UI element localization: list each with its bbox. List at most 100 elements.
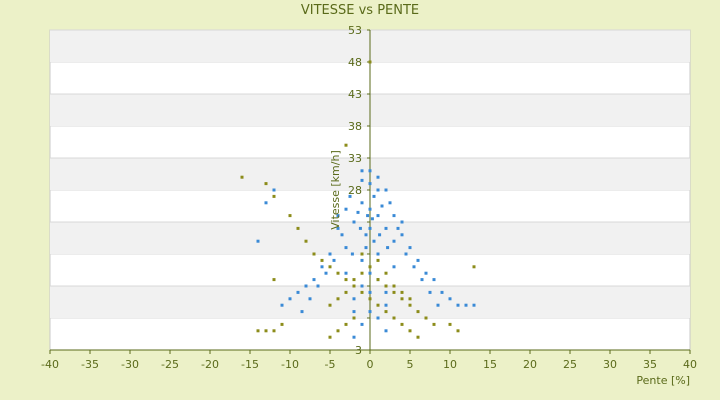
- data-point: [280, 303, 284, 307]
- data-point: [356, 210, 360, 214]
- data-point: [360, 169, 364, 173]
- data-point: [360, 290, 364, 294]
- y-tick-label: 48: [348, 56, 362, 69]
- data-point: [368, 182, 372, 186]
- data-point: [288, 214, 292, 218]
- data-point: [280, 322, 284, 326]
- data-point: [328, 303, 332, 307]
- data-point: [464, 303, 468, 307]
- data-point: [392, 316, 396, 320]
- data-point: [384, 284, 388, 288]
- data-point: [384, 310, 388, 314]
- data-point: [456, 303, 460, 307]
- data-point: [384, 188, 388, 192]
- data-point: [348, 194, 352, 198]
- data-point: [392, 290, 396, 294]
- data-point: [360, 271, 364, 275]
- data-point: [368, 60, 372, 64]
- data-point: [416, 258, 420, 262]
- data-point: [424, 316, 428, 320]
- data-point: [336, 226, 340, 230]
- data-point: [368, 310, 372, 314]
- data-point: [368, 226, 372, 230]
- data-point: [360, 284, 364, 288]
- data-point: [376, 252, 380, 256]
- data-point: [432, 322, 436, 326]
- data-point: [344, 290, 348, 294]
- data-point: [376, 175, 380, 179]
- data-point: [408, 329, 412, 333]
- y-tick-label: 43: [348, 88, 362, 101]
- data-point: [416, 310, 420, 314]
- data-point: [384, 226, 388, 230]
- data-point: [312, 252, 316, 256]
- data-point: [296, 290, 300, 294]
- x-tick-label: 5: [407, 358, 414, 371]
- data-point: [380, 204, 384, 208]
- data-point: [312, 278, 316, 282]
- data-point: [344, 246, 348, 250]
- data-point: [360, 322, 364, 326]
- data-point: [324, 271, 328, 275]
- x-tick-label: -5: [325, 358, 336, 371]
- data-point: [288, 297, 292, 301]
- data-point: [264, 201, 268, 205]
- x-tick-label: 10: [443, 358, 457, 371]
- data-point: [352, 310, 356, 314]
- y-tick-label: 38: [348, 120, 362, 133]
- data-point: [264, 329, 268, 333]
- data-point: [376, 188, 380, 192]
- data-point: [376, 258, 380, 262]
- data-point: [300, 310, 304, 314]
- data-point: [472, 265, 476, 269]
- data-point: [336, 214, 340, 218]
- x-tick-label: 40: [683, 358, 697, 371]
- data-point: [256, 239, 260, 243]
- data-point: [388, 201, 392, 205]
- data-point: [364, 246, 368, 250]
- data-point: [304, 239, 308, 243]
- data-point: [360, 178, 364, 182]
- x-tick-label: 15: [483, 358, 497, 371]
- x-tick-label: -30: [121, 358, 139, 371]
- data-point: [448, 322, 452, 326]
- data-point: [440, 290, 444, 294]
- data-point: [384, 329, 388, 333]
- data-point: [332, 258, 336, 262]
- x-tick-label: -25: [161, 358, 179, 371]
- data-point: [344, 278, 348, 282]
- data-point: [378, 233, 382, 237]
- data-point: [368, 271, 372, 275]
- x-tick-label: 0: [367, 358, 374, 371]
- data-points: [240, 60, 476, 339]
- y-axis-ticks: 3 28 33 38 43 48 53: [348, 24, 370, 357]
- data-point: [396, 226, 400, 230]
- data-point: [328, 252, 332, 256]
- data-point: [272, 194, 276, 198]
- x-tick-label: 20: [523, 358, 537, 371]
- y-tick-label: 28: [348, 184, 362, 197]
- data-point: [368, 290, 372, 294]
- data-point: [296, 226, 300, 230]
- data-point: [384, 303, 388, 307]
- data-point: [352, 335, 356, 339]
- data-point: [352, 278, 356, 282]
- x-axis-label: Pente [%]: [636, 374, 690, 387]
- data-point: [400, 220, 404, 224]
- data-point: [366, 214, 370, 218]
- x-tick-label: -20: [201, 358, 219, 371]
- x-tick-label: -15: [241, 358, 259, 371]
- data-point: [272, 329, 276, 333]
- data-point: [264, 182, 268, 186]
- data-point: [364, 233, 368, 237]
- data-point: [384, 290, 388, 294]
- data-point: [416, 335, 420, 339]
- data-point: [428, 290, 432, 294]
- data-point: [376, 214, 380, 218]
- data-point: [392, 284, 396, 288]
- x-axis-ticks: -40 -35 -30 -25 -20 -15 -10 -5 0 5 10 15 20 25 30 35 40: [41, 350, 697, 371]
- data-point: [368, 169, 372, 173]
- x-tick-label: -35: [81, 358, 99, 371]
- data-point: [344, 271, 348, 275]
